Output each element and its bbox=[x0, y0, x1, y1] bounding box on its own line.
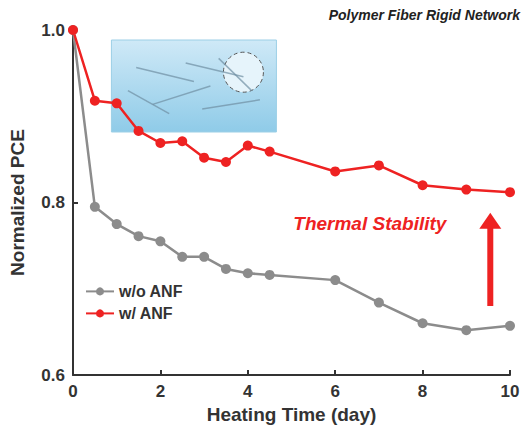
svg-text:Heating Time (day): Heating Time (day) bbox=[207, 404, 377, 425]
svg-text:4: 4 bbox=[243, 382, 253, 401]
svg-text:0: 0 bbox=[68, 382, 77, 401]
svg-text:0.8: 0.8 bbox=[41, 193, 65, 212]
svg-text:Polymer Fiber Rigid Network: Polymer Fiber Rigid Network bbox=[329, 7, 522, 23]
svg-text:8: 8 bbox=[418, 382, 427, 401]
svg-text:w/o ANF: w/o ANF bbox=[118, 283, 183, 300]
svg-text:10: 10 bbox=[501, 382, 520, 401]
svg-text:2: 2 bbox=[156, 382, 165, 401]
svg-text:1.0: 1.0 bbox=[41, 21, 65, 40]
svg-text:0.6: 0.6 bbox=[41, 366, 65, 385]
svg-text:6: 6 bbox=[330, 382, 339, 401]
svg-text:Normalized PCE: Normalized PCE bbox=[7, 129, 28, 276]
svg-text:w/ ANF: w/ ANF bbox=[118, 305, 173, 322]
svg-text:Thermal Stability: Thermal Stability bbox=[293, 213, 448, 234]
